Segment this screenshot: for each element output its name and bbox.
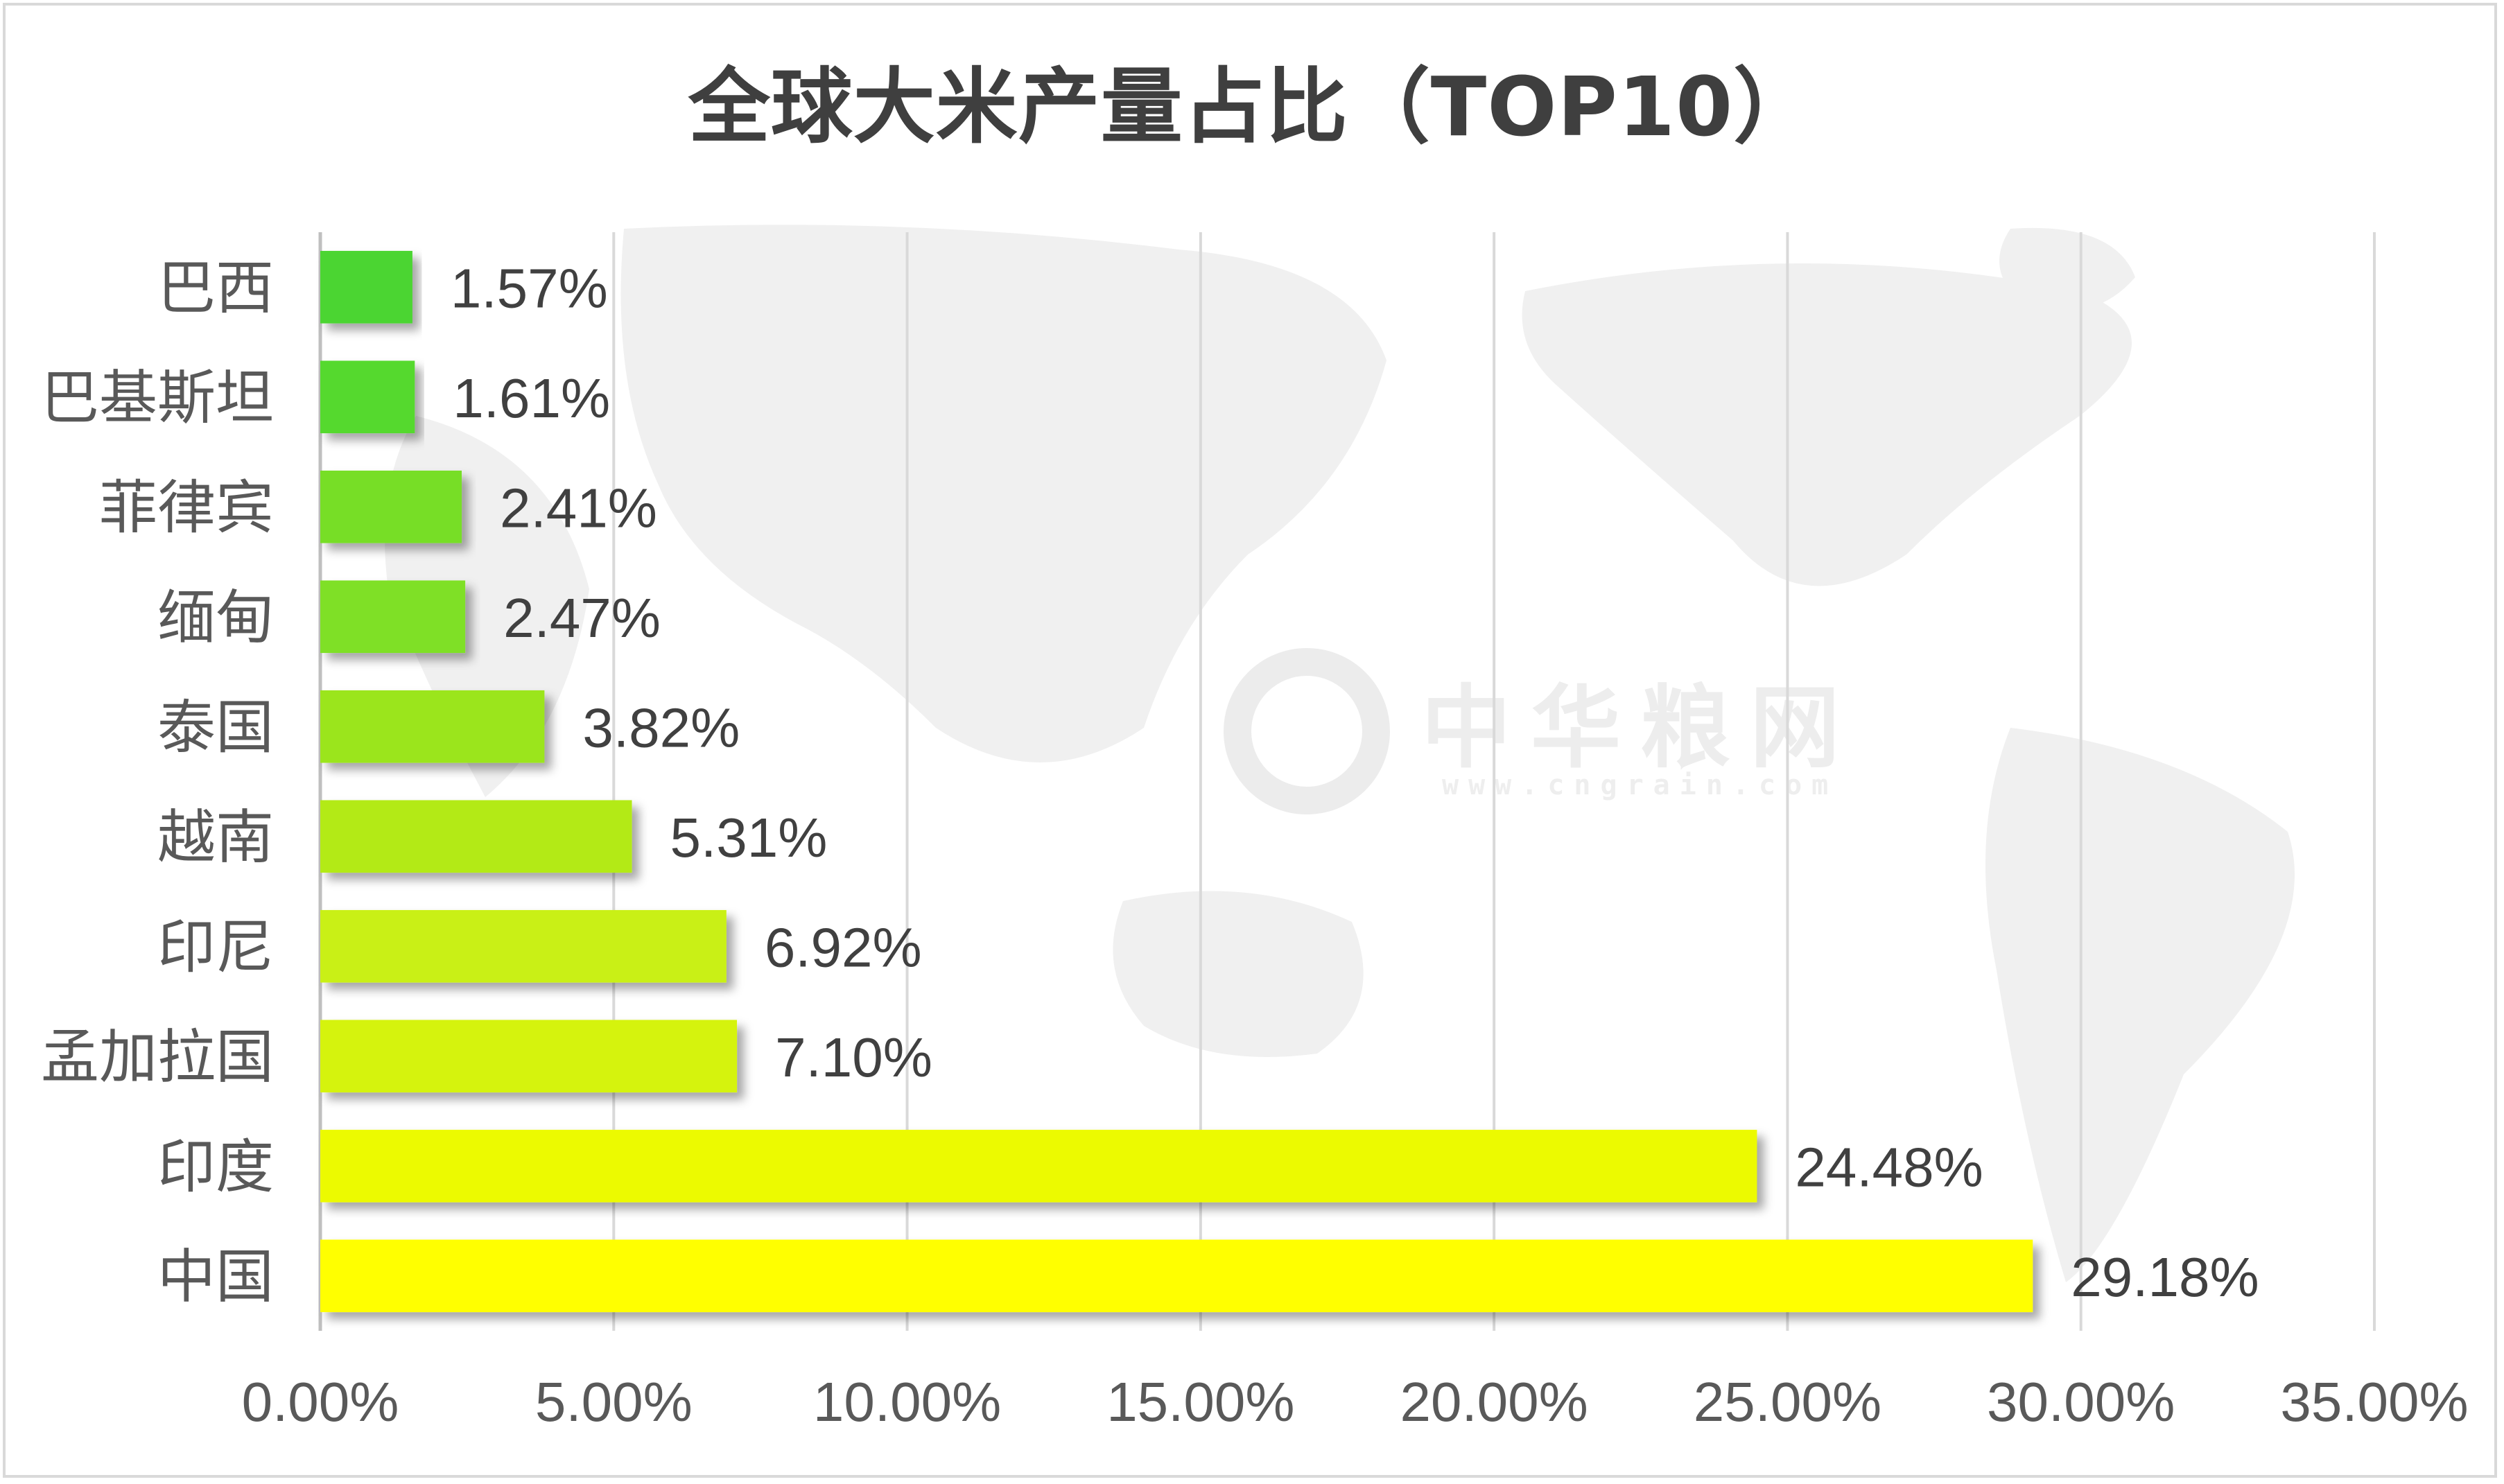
watermark-url: www.cngrain.com bbox=[1442, 769, 1838, 801]
bar bbox=[320, 250, 412, 324]
bar bbox=[320, 690, 545, 763]
x-tick-label: 25.00% bbox=[1694, 1371, 1881, 1433]
x-tick-label: 15.00% bbox=[1106, 1371, 1294, 1433]
category-label: 中国 bbox=[157, 1243, 274, 1311]
x-tick-label: 0.00% bbox=[242, 1371, 399, 1433]
bar bbox=[320, 1020, 738, 1093]
category-label: 越南 bbox=[157, 803, 274, 871]
x-tick-label: 20.00% bbox=[1400, 1371, 1588, 1433]
value-label: 1.57% bbox=[451, 257, 608, 319]
category-label: 印尼 bbox=[157, 913, 274, 981]
category-label: 印度 bbox=[157, 1133, 274, 1201]
category-label: 泰国 bbox=[157, 693, 274, 761]
bar bbox=[320, 580, 466, 654]
value-label: 5.31% bbox=[670, 807, 828, 868]
value-label: 24.48% bbox=[1795, 1136, 1983, 1198]
value-label: 2.47% bbox=[503, 587, 661, 649]
value-label: 3.82% bbox=[582, 697, 740, 758]
x-tick-label: 5.00% bbox=[535, 1371, 693, 1433]
x-tick-label: 10.00% bbox=[813, 1371, 1001, 1433]
x-tick-label: 30.00% bbox=[1987, 1371, 2175, 1433]
category-label: 菲律宾 bbox=[99, 473, 274, 541]
category-label: 孟加拉国 bbox=[41, 1023, 274, 1091]
value-label: 29.18% bbox=[2071, 1246, 2259, 1308]
bar bbox=[320, 1239, 2033, 1313]
bar bbox=[320, 470, 462, 543]
bar bbox=[320, 360, 415, 434]
bar bbox=[320, 1129, 1757, 1203]
x-axis-tick-labels: 0.00% 5.00% 10.00% 15.00% 20.00% 25.00% 30.00%… bbox=[242, 1371, 2469, 1433]
category-label: 缅甸 bbox=[157, 584, 274, 652]
value-label: 2.41% bbox=[500, 477, 657, 539]
x-tick-label: 35.00% bbox=[2280, 1371, 2468, 1433]
watermark: 中华粮网 www.cngrain.com bbox=[1224, 648, 1859, 814]
chart-title: 全球大米产量占比（TOP10） bbox=[688, 59, 1816, 155]
value-label: 1.61% bbox=[453, 367, 610, 429]
watermark-logo-text: 中华粮网 bbox=[1421, 675, 1859, 780]
value-label: 6.92% bbox=[765, 916, 922, 978]
category-label: 巴基斯坦 bbox=[41, 364, 274, 432]
category-label: 巴西 bbox=[157, 254, 274, 322]
watermark-logo-icon bbox=[1224, 648, 1390, 814]
value-label: 7.10% bbox=[775, 1027, 932, 1088]
bars bbox=[320, 250, 2033, 1313]
bar bbox=[320, 800, 632, 873]
value-labels: 1.57% 1.61% 2.41% 2.47% 3.82% 5.31% 6.92% 7.10%… bbox=[451, 257, 2259, 1308]
bar bbox=[320, 909, 727, 983]
